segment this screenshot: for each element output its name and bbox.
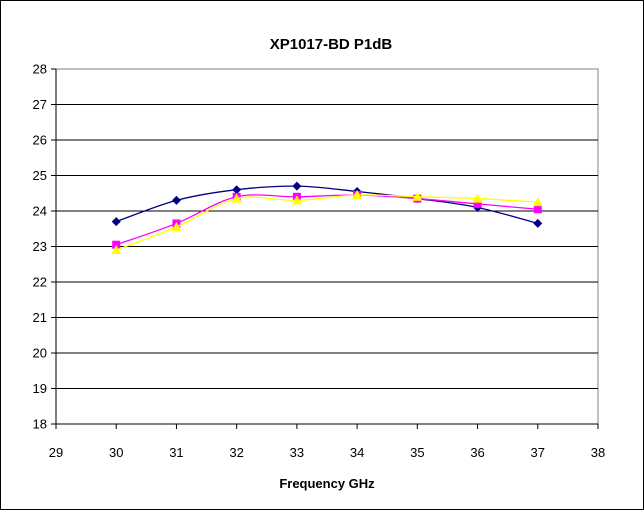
series-2-line — [116, 194, 538, 246]
series-1-point — [111, 217, 121, 227]
x-tick-label: 36 — [470, 445, 484, 460]
x-tick-label: 31 — [169, 445, 183, 460]
series-3-point — [111, 245, 122, 255]
y-tick-label: 21 — [33, 310, 47, 325]
series-3-point — [412, 191, 423, 201]
y-tick-label: 20 — [33, 346, 47, 361]
y-tick-label: 19 — [33, 381, 47, 396]
series-3-point — [532, 197, 543, 207]
series-1-point — [232, 185, 242, 195]
x-tick-label: 29 — [49, 445, 63, 460]
y-tick-label: 27 — [33, 97, 47, 112]
y-tick-label: 28 — [33, 62, 47, 77]
series-layer — [111, 181, 543, 255]
y-tick-label: 23 — [33, 239, 47, 254]
series-3-point — [472, 193, 483, 203]
series-2-point — [473, 199, 482, 208]
y-tick-label: 22 — [33, 275, 47, 290]
x-axis-label: Frequency GHz — [279, 476, 375, 491]
series-3-point — [291, 195, 302, 205]
axes: 18 19 20 21 22 23 24 25 26 27 28 29 30 31 32 33 34 35 36 37… — [33, 62, 606, 461]
series-3-point — [171, 221, 182, 231]
series-3-point — [231, 193, 242, 203]
x-tick-label: 33 — [290, 445, 304, 460]
series-3-point — [352, 190, 363, 200]
y-tick-label: 26 — [33, 133, 47, 148]
x-tick-label: 37 — [531, 445, 545, 460]
y-tick-label: 18 — [33, 417, 47, 432]
x-tick-label: 34 — [350, 445, 364, 460]
series-2-point — [533, 205, 542, 214]
series-2-point — [112, 240, 121, 249]
gridlines — [56, 104, 598, 389]
x-tick-label: 38 — [591, 445, 605, 460]
series-1-point — [171, 195, 181, 205]
series-1-line — [116, 185, 538, 225]
x-tick-label: 30 — [109, 445, 123, 460]
series-1-point — [292, 181, 302, 191]
y-tick-label: 24 — [33, 204, 47, 219]
y-tick-label: 25 — [33, 168, 47, 183]
series-1-point — [533, 218, 543, 228]
chart-title: XP1017-BD P1dB — [270, 36, 393, 53]
x-tick-label: 35 — [410, 445, 424, 460]
x-tick-label: 32 — [229, 445, 243, 460]
